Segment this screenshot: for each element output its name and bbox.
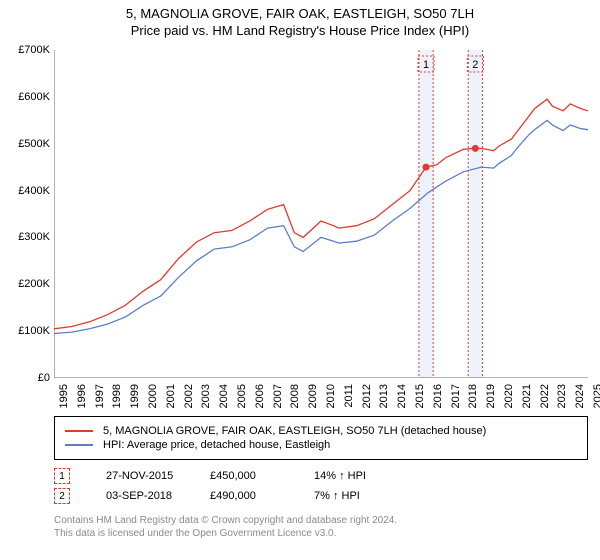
y-tick-label: £300K — [18, 231, 50, 243]
x-tick-label: 2016 — [432, 384, 444, 408]
sale-events: 1 27-NOV-2015 £450,000 14% ↑ HPI 2 03-SE… — [54, 464, 588, 508]
footer: Contains HM Land Registry data © Crown c… — [54, 514, 588, 540]
legend-swatch — [65, 444, 93, 446]
legend-label: 5, MAGNOLIA GROVE, FAIR OAK, EASTLEIGH, … — [103, 425, 486, 437]
legend-row: 5, MAGNOLIA GROVE, FAIR OAK, EASTLEIGH, … — [65, 425, 577, 437]
x-tick-label: 1997 — [94, 384, 106, 408]
x-tick-label: 2000 — [147, 384, 159, 408]
x-tick-label: 2018 — [467, 384, 479, 408]
y-tick-label: £500K — [18, 138, 50, 150]
x-tick-label: 2015 — [414, 384, 426, 408]
sale-delta: 7% ↑ HPI — [314, 490, 394, 502]
title-line-1: 5, MAGNOLIA GROVE, FAIR OAK, EASTLEIGH, … — [0, 6, 600, 21]
x-tick-label: 2006 — [254, 384, 266, 408]
x-tick-label: 2014 — [396, 384, 408, 408]
sale-row: 1 27-NOV-2015 £450,000 14% ↑ HPI — [54, 468, 588, 484]
sale-marker-badge: 1 — [54, 468, 70, 484]
sale-marker-badge: 2 — [54, 488, 70, 504]
chart-title: 5, MAGNOLIA GROVE, FAIR OAK, EASTLEIGH, … — [0, 0, 600, 38]
title-line-2: Price paid vs. HM Land Registry's House … — [0, 23, 600, 38]
x-tick-label: 1999 — [129, 384, 141, 408]
sale-price: £490,000 — [210, 490, 290, 502]
x-tick-label: 2022 — [539, 384, 551, 408]
y-tick-label: £700K — [18, 44, 50, 56]
y-tick-label: £100K — [18, 325, 50, 337]
x-tick-label: 2007 — [272, 384, 284, 408]
sale-price: £450,000 — [210, 470, 290, 482]
x-tick-label: 2011 — [343, 384, 355, 408]
x-tick-label: 2005 — [236, 384, 248, 408]
legend-row: HPI: Average price, detached house, East… — [65, 439, 577, 451]
legend: 5, MAGNOLIA GROVE, FAIR OAK, EASTLEIGH, … — [54, 416, 588, 460]
x-tick-label: 2023 — [556, 384, 568, 408]
x-tick-label: 2003 — [200, 384, 212, 408]
x-tick-label: 2020 — [503, 384, 515, 408]
x-tick-label: 2021 — [521, 384, 533, 408]
x-tick-label: 2002 — [183, 384, 195, 408]
x-tick-label: 2024 — [574, 384, 586, 408]
x-tick-label: 2019 — [485, 384, 497, 408]
legend-swatch — [65, 430, 93, 432]
sale-date: 27-NOV-2015 — [106, 470, 186, 482]
sale-delta: 14% ↑ HPI — [314, 470, 394, 482]
sale-date: 03-SEP-2018 — [106, 490, 186, 502]
x-tick-label: 2008 — [289, 384, 301, 408]
y-tick-label: £200K — [18, 278, 50, 290]
footer-line-1: Contains HM Land Registry data © Crown c… — [54, 514, 588, 527]
chart-plot: 12 — [54, 50, 588, 378]
x-tick-label: 2001 — [165, 384, 177, 408]
sale-row: 2 03-SEP-2018 £490,000 7% ↑ HPI — [54, 488, 588, 504]
legend-label: HPI: Average price, detached house, East… — [103, 439, 330, 451]
x-tick-label: 1995 — [58, 384, 70, 408]
svg-text:2: 2 — [472, 59, 478, 71]
x-tick-label: 2025 — [592, 384, 600, 408]
x-tick-label: 2012 — [361, 384, 373, 408]
footer-line-2: This data is licensed under the Open Gov… — [54, 527, 588, 540]
x-tick-label: 2010 — [325, 384, 337, 408]
x-tick-label: 2004 — [218, 384, 230, 408]
x-tick-label: 2013 — [378, 384, 390, 408]
x-tick-label: 1996 — [76, 384, 88, 408]
y-tick-label: £400K — [18, 185, 50, 197]
y-tick-label: £600K — [18, 91, 50, 103]
x-tick-label: 2009 — [307, 384, 319, 408]
x-tick-label: 2017 — [450, 384, 462, 408]
y-tick-label: £0 — [38, 372, 50, 384]
svg-text:1: 1 — [423, 59, 429, 71]
x-tick-label: 1998 — [111, 384, 123, 408]
